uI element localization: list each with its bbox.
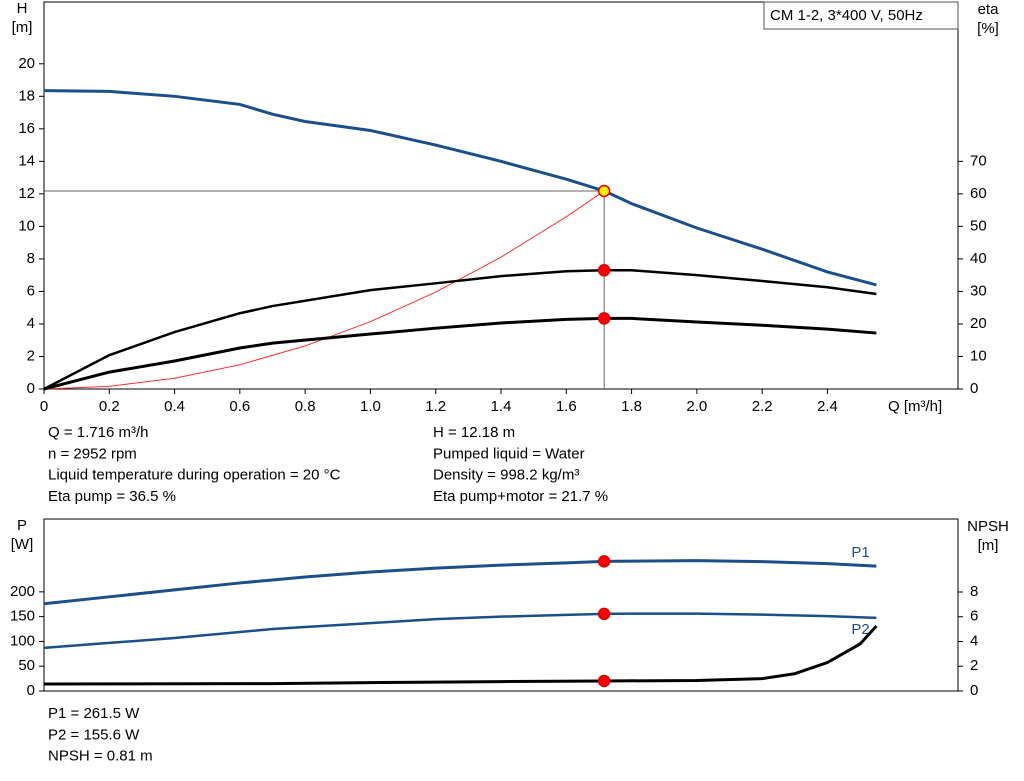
- y2-tick-label: 4: [970, 632, 978, 649]
- y-tick-label: 14: [18, 152, 35, 169]
- info-line: NPSH = 0.81 m: [48, 748, 153, 765]
- duty-point: [597, 555, 611, 568]
- y-tick-label: 16: [18, 120, 35, 137]
- y-tick-label: 200: [10, 583, 35, 600]
- y-tick-label: 150: [10, 608, 35, 625]
- y2-axis-label: [%]: [977, 20, 999, 37]
- y2-axis-label: eta: [978, 1, 1000, 18]
- duty-point: [597, 264, 611, 277]
- y-tick-label: 12: [18, 185, 35, 202]
- y-tick-label: 18: [18, 87, 35, 104]
- x-tick-label: 1.0: [360, 398, 381, 415]
- info-line: H = 12.18 m: [433, 424, 515, 441]
- x-tick-label: 2.4: [817, 398, 838, 415]
- y2-tick-label: 60: [970, 185, 987, 202]
- plot-frame: [43, 518, 959, 692]
- annotation-box: [763, 1, 959, 30]
- y2-tick-label: 0: [970, 380, 978, 397]
- y-axis-label: [m]: [12, 19, 33, 36]
- y-tick-label: 20: [18, 55, 35, 72]
- info-line: Pumped liquid = Water: [433, 445, 585, 462]
- annotation: CM 1-2, 3*400 V, 50Hz: [770, 7, 923, 24]
- x-tick-label: 0: [40, 398, 48, 415]
- info-line: n = 2952 rpm: [48, 445, 137, 462]
- series-label: P1: [851, 544, 869, 561]
- y2-tick-label: 0: [970, 682, 978, 699]
- x-tick-label: 0.2: [99, 398, 120, 415]
- y2-tick-label: 40: [970, 250, 987, 267]
- x-tick-label: 0.8: [295, 398, 316, 415]
- y2-axis-label: [m]: [978, 537, 999, 554]
- x-tick-label: 0.6: [229, 398, 250, 415]
- y-axis-label: [W]: [11, 536, 34, 553]
- duty-point: [597, 184, 611, 198]
- info-line: P2 = 155.6 W: [48, 726, 140, 743]
- y2-tick-label: 2: [970, 657, 978, 674]
- x-tick-label: 1.8: [621, 398, 642, 415]
- x-tick-label: 2.0: [686, 398, 707, 415]
- duty-point: [597, 607, 611, 621]
- y2-tick-label: 50: [970, 217, 987, 234]
- y-axis-label: P: [17, 517, 27, 534]
- y2-tick-label: 8: [970, 583, 978, 600]
- y2-axis-label: NPSH: [967, 518, 1009, 535]
- y2-tick-label: 70: [970, 152, 987, 169]
- y-tick-label: 4: [27, 315, 35, 332]
- y2-tick-label: 20: [970, 315, 987, 332]
- x-tick-label: 0.4: [164, 398, 185, 415]
- y-tick-label: 0: [27, 682, 35, 699]
- series-line: [43, 316, 877, 391]
- info-line: Density = 998.2 kg/m³: [433, 467, 579, 484]
- x-axis-label: Q [m³/h]: [888, 398, 942, 415]
- series-line: [43, 612, 877, 650]
- series-line: [43, 269, 877, 391]
- y2-tick-label: 30: [970, 282, 987, 299]
- x-tick-label: 2.2: [752, 398, 773, 415]
- info-line: Eta pump+motor = 21.7 %: [433, 488, 608, 505]
- y-tick-label: 100: [10, 632, 35, 649]
- y-tick-label: 6: [27, 282, 35, 299]
- info-line: Liquid temperature during operation = 20…: [48, 467, 341, 484]
- duty-point: [597, 312, 611, 325]
- info-line: P1 = 261.5 W: [48, 705, 140, 722]
- y-tick-label: 50: [18, 657, 35, 674]
- y-tick-label: 0: [27, 380, 35, 397]
- info-line: Eta pump = 36.5 %: [48, 488, 176, 505]
- y-axis-label: H: [17, 0, 28, 17]
- x-tick-label: 1.2: [425, 398, 446, 415]
- info-line: Q = 1.716 m³/h: [48, 424, 148, 441]
- y2-tick-label: 10: [970, 347, 987, 364]
- y2-tick-label: 6: [970, 608, 978, 625]
- series-line: [43, 625, 878, 686]
- series-line: [43, 559, 877, 606]
- x-tick-label: 1.4: [491, 398, 512, 415]
- series-label: P2: [851, 621, 869, 638]
- series-line: [43, 89, 877, 287]
- series-line: [43, 190, 605, 390]
- y-tick-label: 8: [27, 250, 35, 267]
- y-tick-label: 2: [27, 347, 35, 364]
- x-tick-label: 1.6: [556, 398, 577, 415]
- duty-point: [597, 674, 611, 688]
- y-tick-label: 10: [18, 217, 35, 234]
